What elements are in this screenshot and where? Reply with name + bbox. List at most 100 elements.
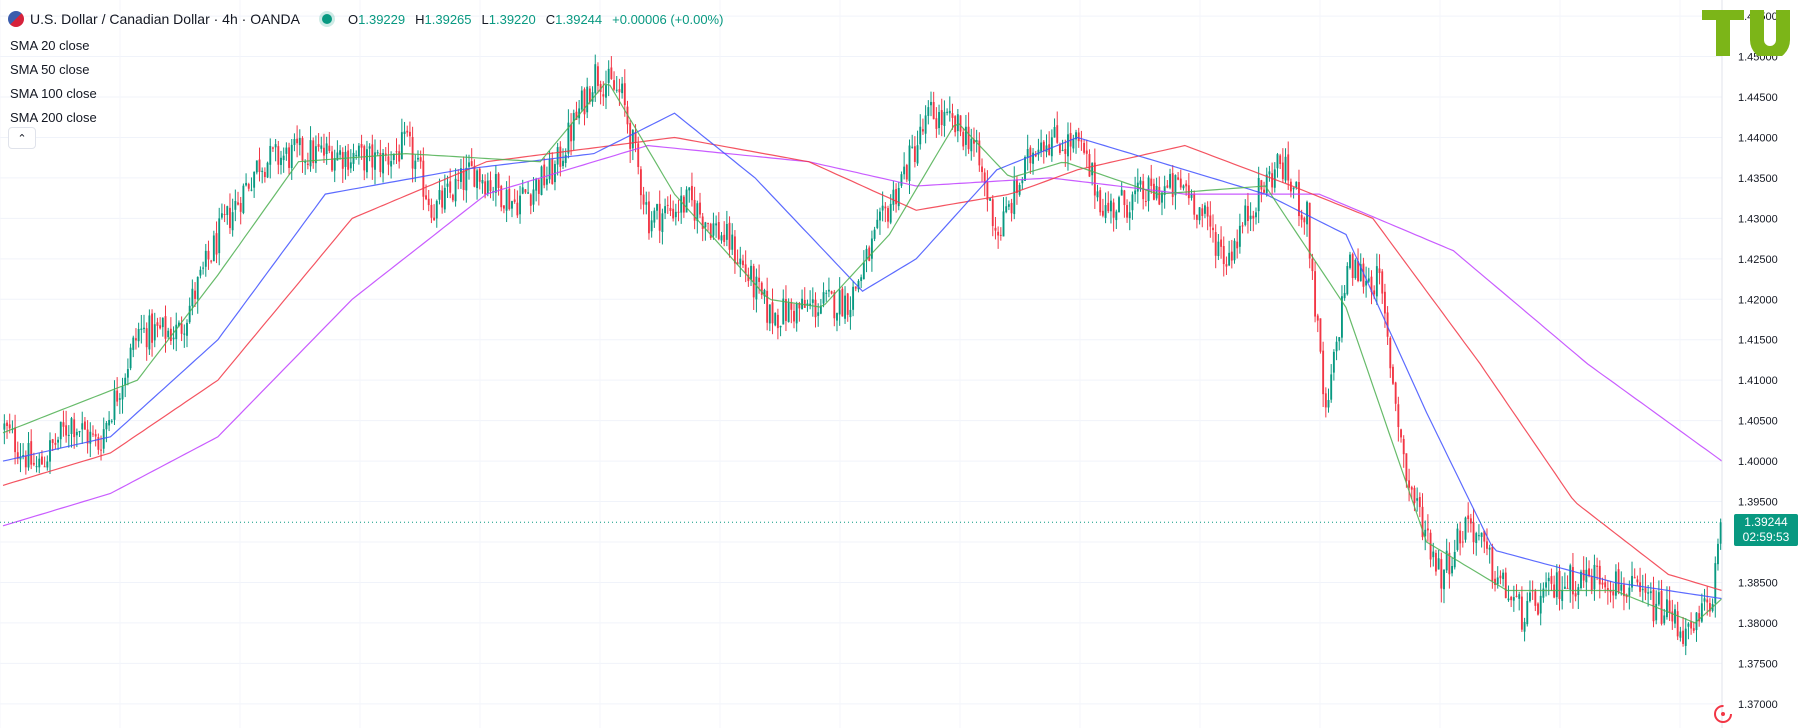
candle-body — [830, 291, 833, 294]
candle-body — [594, 64, 597, 94]
candle-body — [172, 337, 175, 340]
candle-body — [274, 144, 277, 148]
candle-body — [656, 204, 658, 211]
candle-body — [1644, 587, 1647, 593]
candle-body — [1496, 577, 1499, 585]
candle-body — [1692, 628, 1695, 631]
candle-body — [1271, 173, 1274, 188]
candle-body — [446, 183, 449, 187]
candle-body — [89, 431, 92, 444]
candle-body — [1276, 154, 1279, 169]
candle-body — [903, 166, 906, 175]
candle-body — [462, 170, 465, 190]
candle-body — [41, 456, 43, 465]
candle-body — [309, 140, 312, 167]
candle-body — [1246, 205, 1249, 222]
candle-body — [997, 231, 1000, 236]
candle-body — [86, 429, 89, 444]
candle-body — [1373, 290, 1376, 295]
candle-body — [62, 422, 65, 427]
candle-body — [1408, 480, 1411, 488]
candle-body — [1107, 202, 1110, 212]
candle-body — [1324, 393, 1327, 408]
candle-body — [661, 213, 664, 233]
moving-averages — [0, 83, 1723, 624]
sma50-line — [2, 112, 1723, 600]
legend-sma20[interactable]: SMA 20 close — [10, 38, 90, 53]
candle-body — [148, 315, 151, 350]
candle-body — [916, 145, 919, 164]
candle-body — [1529, 592, 1531, 602]
candle-body — [905, 165, 908, 180]
legend-sma200[interactable]: SMA 200 close — [10, 110, 97, 125]
candle-body — [83, 421, 86, 430]
market-status-icon — [322, 14, 332, 24]
candle-body — [1370, 276, 1373, 293]
candle-body — [1064, 149, 1067, 154]
candle-body — [333, 158, 336, 171]
candle-body — [1158, 186, 1161, 205]
candle-body — [110, 420, 113, 422]
candle-body — [688, 187, 691, 191]
candle-body — [868, 247, 871, 261]
candle-body — [605, 85, 607, 98]
candle-body — [1628, 587, 1631, 596]
candle-body — [1077, 132, 1080, 142]
candle-body — [406, 130, 409, 133]
candle-body — [1349, 254, 1351, 268]
price-tick-label: 1.42000 — [1738, 294, 1778, 306]
candle-body — [376, 152, 379, 154]
candle-body — [1112, 202, 1115, 218]
candle-body — [1289, 181, 1292, 192]
candle-body — [1252, 215, 1255, 219]
symbol-title[interactable]: U.S. Dollar / Canadian Dollar · 4h · OAN… — [30, 11, 300, 27]
candle-body — [269, 145, 272, 165]
candle-body — [637, 143, 640, 168]
candle-body — [1708, 603, 1711, 612]
candle-body — [1152, 183, 1155, 200]
candle-body — [1131, 194, 1134, 211]
candle-body — [1523, 621, 1526, 632]
candle-body — [1416, 498, 1419, 501]
price-tick-label: 1.37500 — [1738, 658, 1778, 670]
collapse-legend-button[interactable]: ⌃ — [8, 127, 36, 149]
settings-icon[interactable] — [1713, 704, 1733, 724]
candle-body — [846, 293, 849, 315]
candle-body — [419, 157, 422, 162]
candle-body — [398, 151, 401, 162]
candle-body — [43, 466, 46, 468]
candle-body — [736, 262, 739, 265]
candle-body — [1633, 577, 1636, 579]
candle-body — [1045, 145, 1048, 153]
price-axis[interactable]: 1.370001.375001.380001.385001.390001.395… — [1721, 0, 1778, 728]
legend-sma100[interactable]: SMA 100 close — [10, 86, 97, 101]
candle-body — [35, 466, 38, 468]
candle-body — [1007, 204, 1010, 207]
candle-body — [500, 185, 503, 208]
candle-body — [382, 153, 385, 174]
legend-sma50[interactable]: SMA 50 close — [10, 62, 90, 77]
sma100-line — [2, 136, 1723, 592]
candle-body — [680, 195, 683, 213]
candle-body — [677, 211, 680, 213]
candle-body — [524, 189, 527, 193]
candle-body — [1636, 579, 1639, 583]
candle-body — [956, 114, 959, 132]
candle-body — [1486, 541, 1488, 549]
candle-body — [505, 189, 508, 211]
candle-body — [1104, 205, 1107, 218]
candle-body — [1612, 591, 1615, 596]
candle-body — [1016, 179, 1018, 193]
candle-body — [457, 179, 460, 181]
candle-body — [1338, 337, 1341, 342]
candle-body — [1375, 266, 1378, 297]
candle-body — [795, 303, 798, 324]
candle-body — [1558, 570, 1561, 599]
candle-body — [693, 199, 696, 221]
candle-body — [1327, 400, 1330, 408]
candle-body — [1703, 598, 1706, 602]
candle-body — [887, 208, 889, 222]
candle-body — [1657, 592, 1660, 605]
candle-body — [1284, 156, 1287, 181]
